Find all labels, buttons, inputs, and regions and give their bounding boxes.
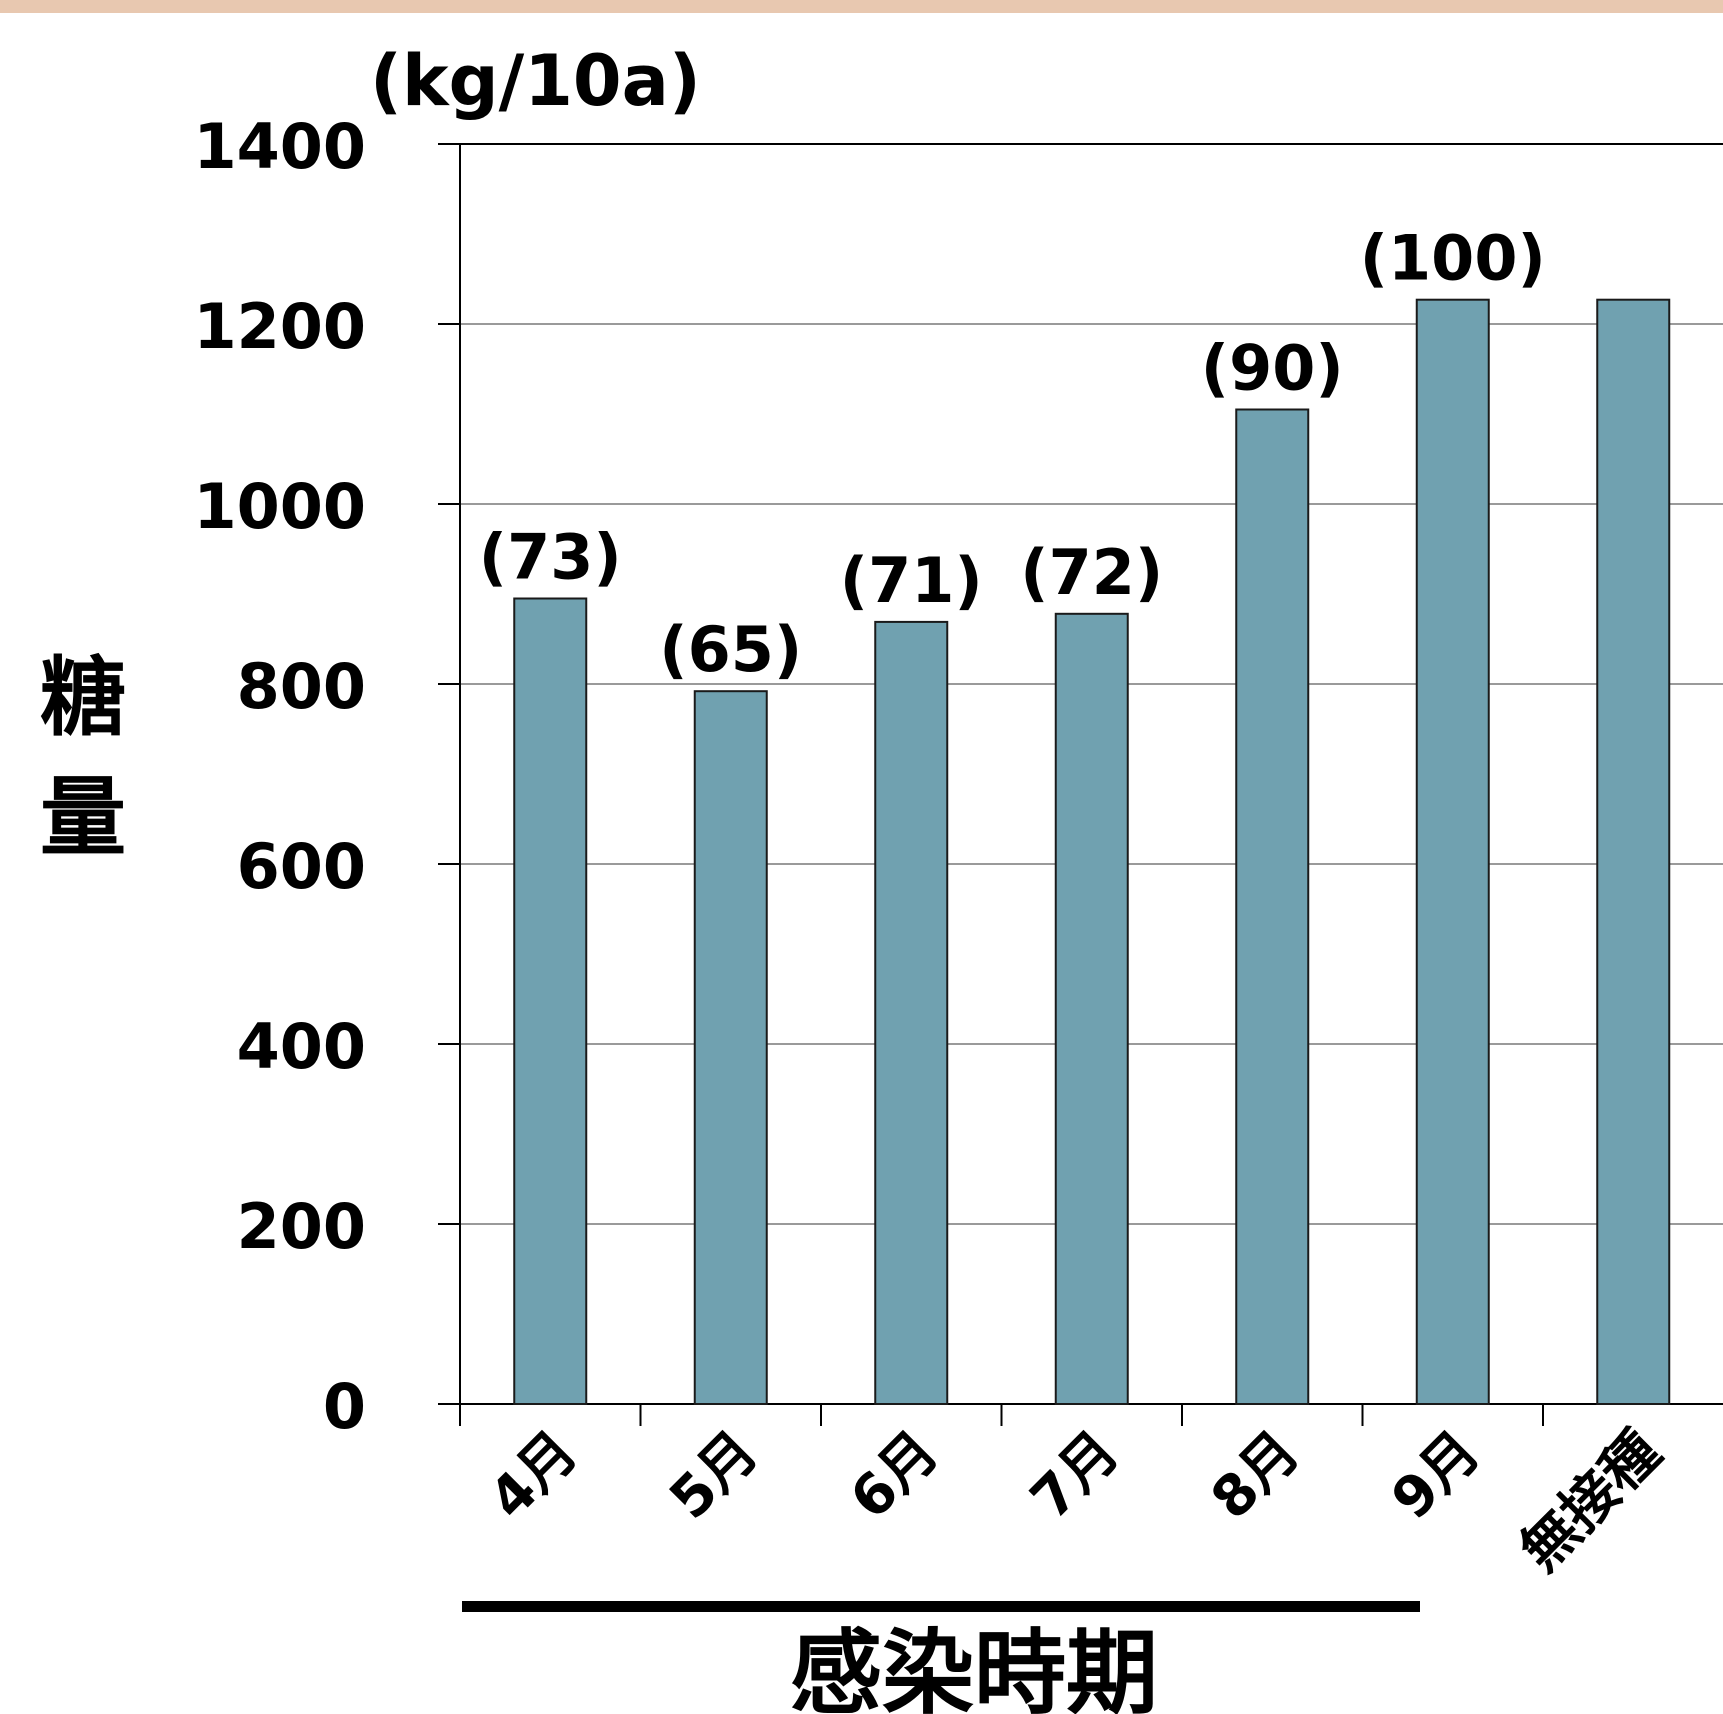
y-tick-label: 1400 <box>193 110 366 183</box>
data-label: (90) <box>1201 332 1344 405</box>
data-label: (100) <box>1360 222 1546 295</box>
bar <box>513 597 588 1405</box>
y-tick-labels: 0 200 400 600 800 1000 1200 1400 <box>193 110 366 1443</box>
x-tick-labels: 4月 5月 6月 7月 8月 9月 無接種 <box>477 1419 1673 1584</box>
y-tick-label: 1000 <box>193 470 366 543</box>
x-axis-label: 感染時期 <box>790 1620 1158 1714</box>
x-tick-label: 6月 <box>838 1419 951 1532</box>
x-tick-label: 無接種 <box>1508 1419 1673 1584</box>
y-tick-label: 0 <box>323 1370 366 1443</box>
bar <box>1415 298 1490 1406</box>
bar <box>874 620 949 1405</box>
y-tick-label: 800 <box>237 650 366 723</box>
y-tick-label: 400 <box>237 1010 366 1083</box>
bar <box>1235 408 1310 1405</box>
bar <box>693 690 768 1405</box>
data-label: (72) <box>1020 536 1163 609</box>
y-axis-unit: (kg/10a) <box>370 40 701 122</box>
bars <box>513 298 1671 1406</box>
bar <box>1596 298 1671 1406</box>
x-tick-label: 5月 <box>658 1419 771 1532</box>
y-tick-label: 1200 <box>193 290 366 363</box>
bar <box>1054 612 1129 1405</box>
data-labels: (73) (65) (71) (72) (90)(100) <box>479 222 1546 687</box>
data-label: (73) <box>479 521 622 594</box>
y-tick-label: 200 <box>237 1190 366 1263</box>
x-tick-label: 4月 <box>477 1419 590 1532</box>
y-tick-label: 600 <box>237 830 366 903</box>
y-axis-label-char-1: 糖 <box>40 648 126 748</box>
data-label: (65) <box>659 613 802 686</box>
y-axis-label-char-2: 量 <box>40 768 126 868</box>
x-tick-label: 9月 <box>1380 1419 1493 1532</box>
data-label: (71) <box>840 544 983 617</box>
x-axis-group-bracket <box>462 1601 1420 1612</box>
top-band <box>0 0 1723 13</box>
x-tick-label: 8月 <box>1199 1419 1312 1532</box>
x-tick-label: 7月 <box>1019 1419 1132 1532</box>
